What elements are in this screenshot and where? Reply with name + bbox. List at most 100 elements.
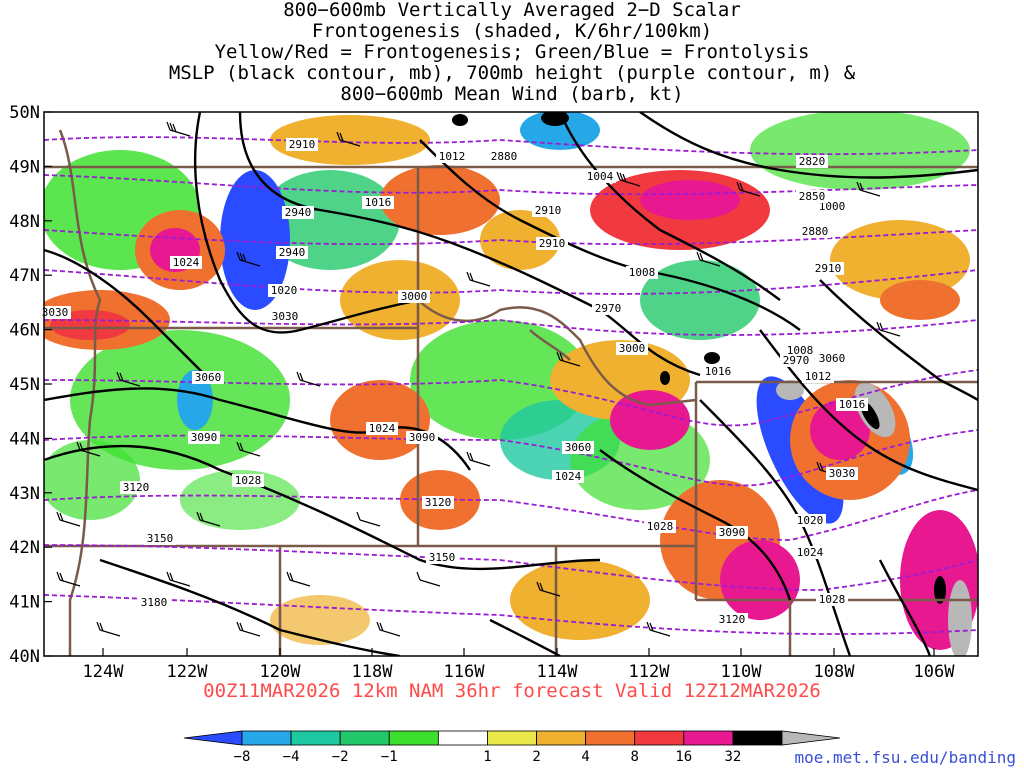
height-contour-label: 3180 [138,596,170,609]
title-line-3: Yellow/Red = Frontogenesis; Green/Blue =… [214,41,810,63]
colorbar-swatch [634,730,685,746]
mslp-contour-label: 1020 [794,514,826,527]
lat-label: 46N [9,321,40,341]
height-contour-label: 2880 [488,150,520,163]
mslp-contour-label: 1028 [232,474,264,487]
mslp-contour-label: 1000 [816,200,848,213]
latitude-axis: 50N 49N 48N 47N 46N 45N 44N 43N 42N 41N 40N [9,103,52,667]
svg-text:1024: 1024 [797,546,824,559]
colorbar-tick-label: −8 [234,749,251,765]
height-contour-label: 3060 [562,441,594,454]
colorbar-swatch [388,730,439,746]
svg-text:1024: 1024 [173,256,200,269]
colorbar-swatch [487,730,537,746]
height-contour-label: 3120 [716,613,748,626]
svg-text:2910: 2910 [815,262,842,275]
title-line-2: Frontogenesis (shaded, K/6hr/100km) [311,20,713,42]
svg-text:3090: 3090 [191,431,218,444]
svg-text:1024: 1024 [369,422,396,435]
height-contour-label: 2910 [286,138,318,151]
height-contour-label: 2910 [532,204,564,217]
svg-text:3180: 3180 [141,596,168,609]
height-contour-label: 2850 [796,190,828,203]
svg-text:3150: 3150 [429,551,456,564]
svg-text:2850: 2850 [799,190,826,203]
height-contour-label: 3090 [188,431,220,444]
height-contour-label: 3060 [816,352,848,365]
lat-label: 44N [9,429,40,449]
lon-label: 112W [629,662,671,682]
height-contour-label: 2910 [812,262,844,275]
colorbar: −8 −4 −2 −1 1 2 4 8 16 32 [183,730,841,765]
lat-label: 45N [9,375,40,395]
lon-label: 122W [167,662,209,682]
lon-label: 124W [83,662,125,682]
height-contour-label: 3000 [616,342,648,355]
colorbar-tick-label: −2 [332,749,349,765]
mslp-contour-label: 1008 [626,266,658,279]
mslp-contour-label: 1016 [362,196,394,209]
height-contour-label: 2970 [780,354,812,367]
lat-label: 49N [9,157,40,177]
lat-label: 40N [9,647,40,667]
svg-text:1028: 1028 [819,593,846,606]
colorbar-high-arrow [781,730,841,746]
svg-text:1004: 1004 [587,170,614,183]
colorbar-swatch [290,730,341,746]
lon-label: 114W [537,662,579,682]
svg-text:3120: 3120 [719,613,746,626]
svg-text:1012: 1012 [439,150,466,163]
svg-text:1020: 1020 [797,514,824,527]
colorbar-swatch [536,730,587,746]
credit-link[interactable]: moe.met.fsu.edu/banding [794,748,1016,767]
lat-label: 48N [9,212,40,232]
contour-labels: 1012 1004 1016 1024 1020 1008 1000 1024 1028 1028… [39,138,868,626]
mslp-contour-label: 1008 [784,344,816,357]
lon-label: 120W [260,662,302,682]
height-contour-label: 3120 [120,481,152,494]
height-contour-label: 3090 [716,526,748,539]
mslp-contour-label: 1016 [702,365,734,378]
mslp-contour-label: 1024 [794,546,826,559]
svg-text:2880: 2880 [491,150,518,163]
height-contour-label: 3030 [269,310,301,323]
colorbar-swatch [241,730,292,746]
height-contours [44,136,978,635]
title-line-5: 800−600mb Mean Wind (barb, kt) [340,83,684,105]
mslp-contour-label: 1016 [836,398,868,411]
colorbar-tick-label: 32 [724,749,741,765]
svg-text:3120: 3120 [123,481,150,494]
colorbar-tick-label: 8 [631,749,639,765]
svg-text:1020: 1020 [271,284,298,297]
colorbar-tick-label: −1 [381,749,398,765]
lon-label: 116W [444,662,486,682]
lat-label: 50N [9,103,40,123]
lat-label: 47N [9,266,40,286]
svg-text:3030: 3030 [829,467,856,480]
frontogenesis-shading [44,112,978,656]
lat-label: 41N [9,593,40,613]
mslp-contour-label: 1024 [170,256,202,269]
mslp-contour-label: 1012 [436,150,468,163]
svg-text:1008: 1008 [787,344,814,357]
svg-text:3030: 3030 [42,306,69,319]
svg-text:3120: 3120 [425,496,452,509]
lat-label: 42N [9,538,40,558]
svg-text:1000: 1000 [819,200,846,213]
svg-text:2880: 2880 [802,225,829,238]
height-contour-label: 3060 [192,371,224,384]
svg-text:3060: 3060 [565,441,592,454]
svg-text:2970: 2970 [595,302,622,315]
svg-text:1016: 1016 [839,398,866,411]
svg-text:2940: 2940 [279,246,306,259]
height-contour-label: 2820 [796,155,828,168]
height-contour-label: 2940 [276,246,308,259]
forecast-label: 00Z11MAR2026 12km NAM 36hr forecast Vali… [203,680,821,702]
svg-text:3000: 3000 [401,290,428,303]
height-contour-label: 3030 [826,467,858,480]
svg-text:1024: 1024 [555,470,582,483]
lon-label: 108W [814,662,856,682]
colorbar-swatch [683,730,734,746]
colorbar-swatch [437,730,488,746]
height-contour-label: 3090 [406,431,438,444]
